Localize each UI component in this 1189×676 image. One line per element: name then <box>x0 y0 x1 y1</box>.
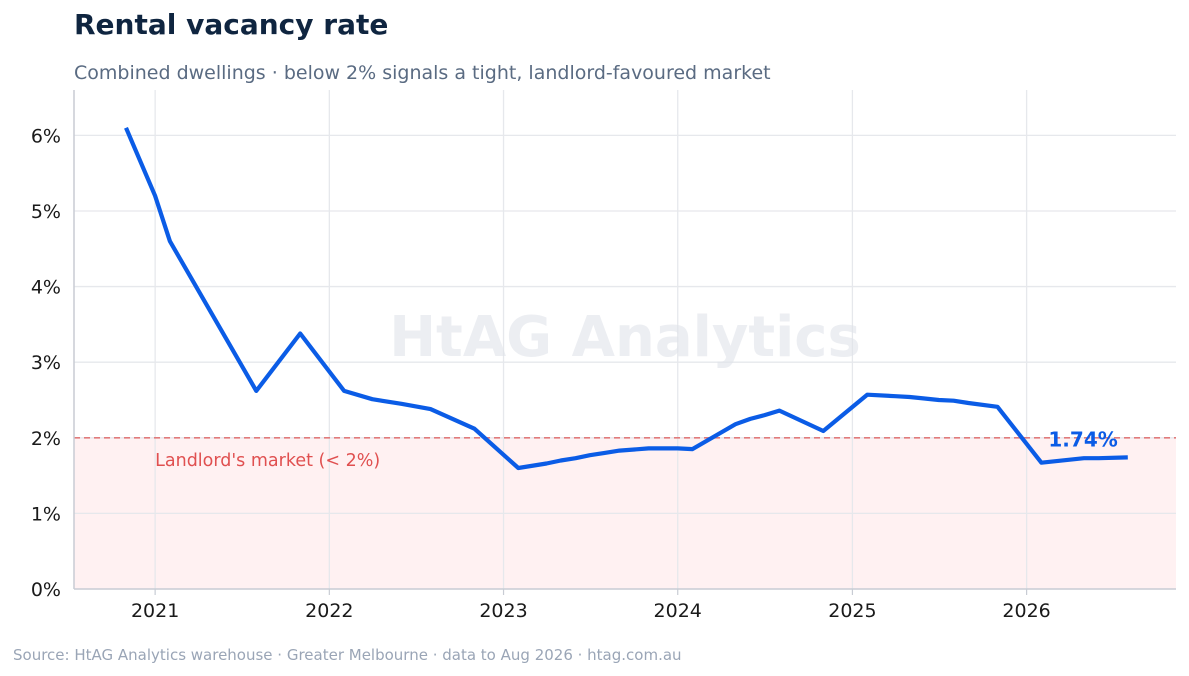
watermark: HtAG Analytics <box>389 305 861 370</box>
y-tick-label: 1% <box>31 503 61 525</box>
data-point <box>618 449 620 451</box>
data-point <box>429 408 431 410</box>
data-point <box>560 459 562 461</box>
y-tick-label: 6% <box>31 125 61 147</box>
data-point <box>938 399 940 401</box>
data-point <box>1040 462 1042 464</box>
data-point <box>866 393 868 395</box>
data-point <box>778 409 780 411</box>
data-point <box>908 396 910 398</box>
data-point <box>343 390 345 392</box>
data-point <box>169 240 171 242</box>
data-point <box>923 397 925 399</box>
x-tick-label: 2022 <box>305 600 353 622</box>
data-point <box>967 402 969 404</box>
data-point <box>371 398 373 400</box>
y-tick-label: 3% <box>31 352 61 374</box>
x-tick-label: 2026 <box>1002 600 1050 622</box>
chart-subtitle: Combined dwellings · below 2% signals a … <box>74 62 771 84</box>
data-point <box>1083 457 1085 459</box>
data-point <box>677 447 679 449</box>
y-tick-label: 4% <box>31 277 61 299</box>
threshold-label: Landlord's market (< 2%) <box>155 451 380 471</box>
last-value-label: 1.74% <box>1048 427 1117 451</box>
data-point <box>734 423 736 425</box>
x-tick-label: 2024 <box>654 600 702 622</box>
data-point <box>255 390 257 392</box>
x-tick-label: 2021 <box>131 600 179 622</box>
data-point <box>749 418 751 420</box>
chart-title: Rental vacancy rate <box>74 8 389 41</box>
data-point <box>299 332 301 334</box>
data-point <box>1127 456 1129 458</box>
x-tick-label: 2025 <box>828 600 876 622</box>
data-point <box>574 457 576 459</box>
data-point <box>125 127 127 129</box>
data-point <box>894 395 896 397</box>
data-point <box>996 406 998 408</box>
data-point <box>604 452 606 454</box>
data-point <box>154 195 156 197</box>
data-point <box>691 448 693 450</box>
data-point <box>589 454 591 456</box>
vacancy-rate-line <box>124 126 1128 471</box>
data-point <box>473 428 475 430</box>
x-tick-label: 2023 <box>479 600 527 622</box>
data-point <box>822 430 824 432</box>
data-point <box>545 462 547 464</box>
source-note: Source: HtAG Analytics warehouse · Great… <box>13 646 682 664</box>
y-tick-label: 2% <box>31 428 61 450</box>
data-point <box>952 400 954 402</box>
data-point <box>763 414 765 416</box>
data-point <box>647 447 649 449</box>
y-tick-label: 5% <box>31 201 61 223</box>
data-point <box>400 403 402 405</box>
data-point <box>517 467 519 469</box>
y-tick-label: 0% <box>31 579 61 601</box>
data-point <box>1097 457 1099 459</box>
